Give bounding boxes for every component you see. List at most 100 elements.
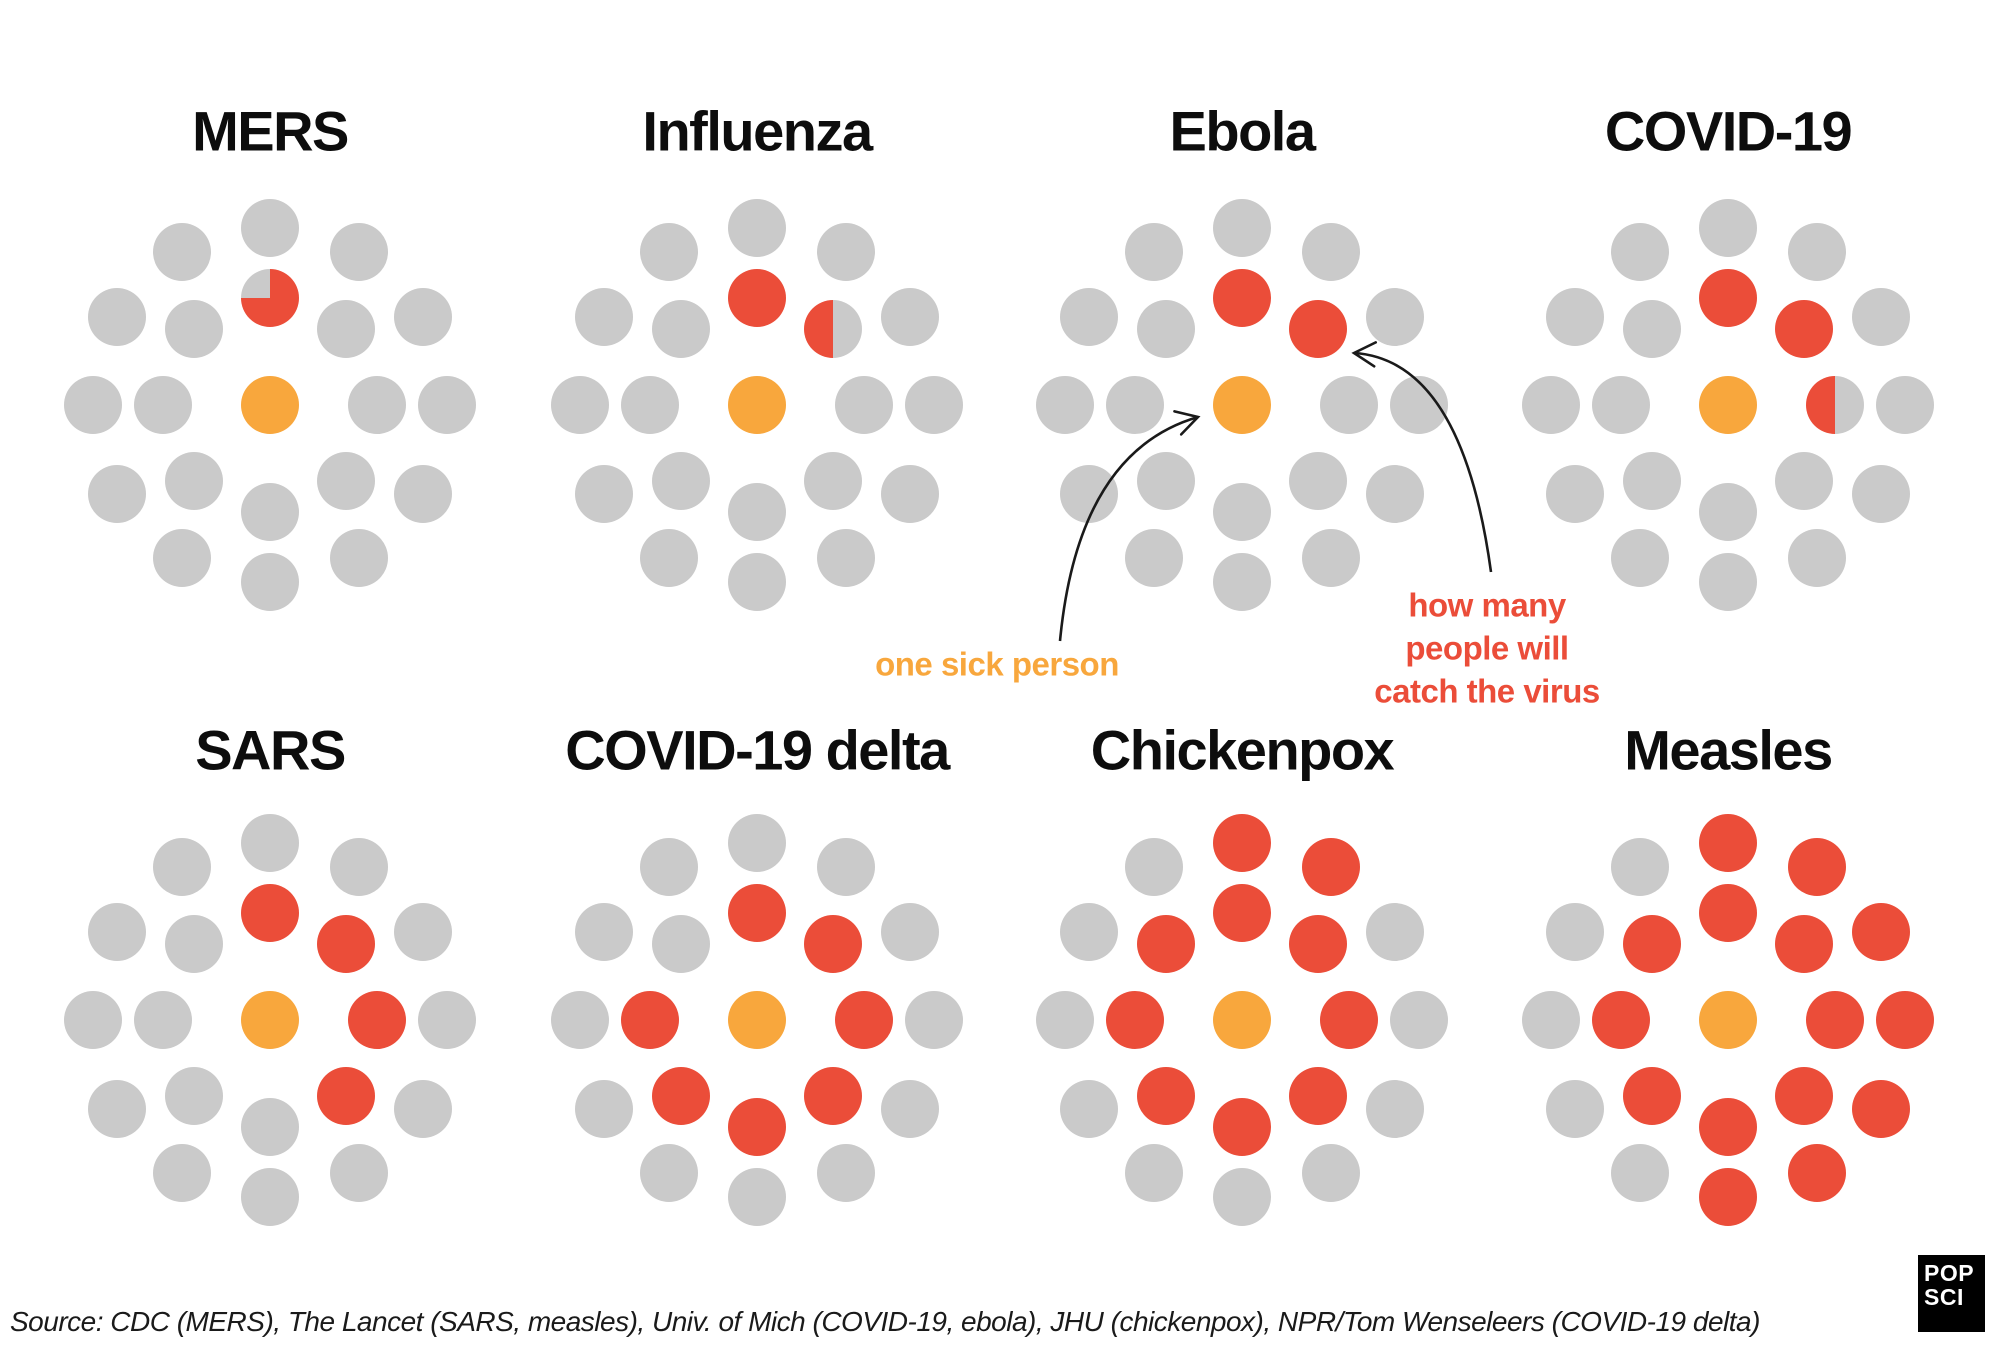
uninfected-dot (1124, 529, 1183, 588)
uninfected-dot (1610, 222, 1669, 281)
uninfected-dot (241, 553, 299, 611)
uninfected-dot (418, 376, 476, 434)
infected-dot (1213, 269, 1271, 327)
uninfected-dot (1366, 902, 1425, 961)
uninfected-dot (574, 1079, 633, 1138)
uninfected-dot (1545, 464, 1604, 523)
infected-dot (1592, 991, 1650, 1049)
uninfected-dot (1522, 991, 1580, 1049)
disease-title-measles: Measles (1624, 718, 1833, 782)
uninfected-dot (1699, 199, 1757, 257)
uninfected-dot (639, 837, 698, 896)
disease-dots-influenza (547, 195, 967, 615)
uninfected-dot (394, 464, 453, 523)
uninfected-dot (329, 222, 388, 281)
disease-dots-chickenpox (1032, 810, 1452, 1230)
uninfected-dot (165, 1066, 224, 1125)
uninfected-dot (1852, 287, 1911, 346)
uninfected-dot (905, 376, 963, 434)
infected-dot (316, 1066, 375, 1125)
uninfected-dot (241, 1168, 299, 1226)
infected-dot (728, 269, 786, 327)
uninfected-dot (1301, 222, 1360, 281)
sick-person-dot (241, 991, 299, 1049)
uninfected-dot (152, 837, 211, 896)
disease-dots-measles (1518, 810, 1938, 1230)
partially-infected-dot (803, 300, 862, 359)
uninfected-dot (1787, 529, 1846, 588)
uninfected-dot (1390, 376, 1448, 434)
uninfected-dot (165, 915, 224, 974)
sick-person-dot (1213, 376, 1271, 434)
uninfected-dot (1623, 451, 1682, 510)
uninfected-dot (241, 814, 299, 872)
uninfected-dot (316, 451, 375, 510)
uninfected-dot (1124, 837, 1183, 896)
uninfected-dot (1036, 991, 1094, 1049)
infected-dot (1623, 1066, 1682, 1125)
uninfected-dot (728, 553, 786, 611)
uninfected-dot (574, 287, 633, 346)
logo-line-sci: SCI (1924, 1284, 1964, 1310)
disease-dots-sars (60, 810, 480, 1230)
infected-dot (728, 1098, 786, 1156)
infected-dot (1213, 814, 1271, 872)
infected-dot (1699, 814, 1757, 872)
uninfected-dot (1059, 1079, 1118, 1138)
uninfected-dot (134, 991, 192, 1049)
uninfected-dot (1288, 451, 1347, 510)
infected-dot (1137, 1066, 1196, 1125)
uninfected-dot (152, 1144, 211, 1203)
sick-person-dot (1699, 991, 1757, 1049)
infected-dot (1806, 991, 1864, 1049)
infected-dot (1301, 837, 1360, 896)
infected-dot (621, 991, 679, 1049)
disease-dots-mers (60, 195, 480, 615)
uninfected-dot (1059, 464, 1118, 523)
uninfected-dot (728, 483, 786, 541)
uninfected-dot (1213, 553, 1271, 611)
uninfected-dot (1610, 837, 1669, 896)
infected-dot (1320, 991, 1378, 1049)
infected-dot (1699, 884, 1757, 942)
uninfected-dot (87, 464, 146, 523)
uninfected-dot (816, 222, 875, 281)
uninfected-dot (87, 287, 146, 346)
uninfected-dot (905, 991, 963, 1049)
uninfected-dot (881, 1079, 940, 1138)
uninfected-dot (1592, 376, 1650, 434)
uninfected-dot (1301, 529, 1360, 588)
uninfected-dot (1059, 287, 1118, 346)
infected-dot (1774, 300, 1833, 359)
uninfected-dot (551, 376, 609, 434)
uninfected-dot (551, 991, 609, 1049)
uninfected-dot (1623, 300, 1682, 359)
uninfected-dot (1774, 451, 1833, 510)
partially-infected-dot (241, 269, 299, 327)
uninfected-dot (1366, 464, 1425, 523)
partially-infected-dot (1806, 376, 1864, 434)
uninfected-dot (1213, 483, 1271, 541)
uninfected-dot (241, 1098, 299, 1156)
uninfected-dot (1545, 287, 1604, 346)
infected-dot (348, 991, 406, 1049)
sick-person-dot (728, 376, 786, 434)
infected-dot (1106, 991, 1164, 1049)
uninfected-dot (394, 1079, 453, 1138)
uninfected-dot (165, 451, 224, 510)
uninfected-dot (728, 199, 786, 257)
uninfected-dot (1320, 376, 1378, 434)
sick-person-dot (728, 991, 786, 1049)
infected-count-label: how many people will catch the virus (1374, 586, 1600, 710)
uninfected-dot (1522, 376, 1580, 434)
uninfected-dot (1036, 376, 1094, 434)
uninfected-dot (803, 451, 862, 510)
uninfected-dot (1059, 902, 1118, 961)
infected-dot (1288, 300, 1347, 359)
disease-title-covid-19-delta: COVID-19 delta (565, 718, 950, 782)
uninfected-dot (1699, 483, 1757, 541)
uninfected-dot (639, 222, 698, 281)
uninfected-dot (881, 287, 940, 346)
uninfected-dot (652, 300, 711, 359)
